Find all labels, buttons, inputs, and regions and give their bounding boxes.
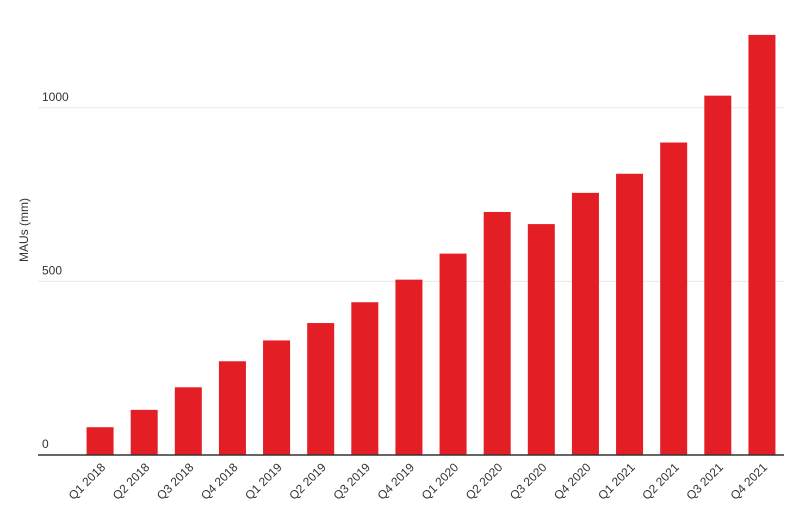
x-tick-label: Q1 2021 (595, 460, 638, 503)
x-tick-label: Q1 2019 (242, 460, 285, 503)
x-tick-label: Q2 2019 (286, 460, 329, 503)
x-tick-label: Q4 2019 (375, 460, 418, 503)
x-tick-label: Q2 2018 (110, 460, 153, 503)
x-tick-label: Q3 2019 (330, 460, 373, 503)
y-tick-label: 500 (42, 263, 62, 277)
bar (351, 302, 379, 455)
bar (704, 95, 732, 455)
bar (307, 323, 335, 455)
bar (439, 253, 467, 455)
x-tick-label: Q4 2021 (728, 460, 771, 503)
bar (660, 142, 688, 455)
y-axis-label: MAUs (mm) (17, 198, 31, 262)
bar (395, 279, 423, 455)
bar (483, 211, 511, 455)
bar (748, 34, 776, 455)
y-tick-label: 0 (42, 437, 49, 451)
x-tick-label: Q1 2018 (66, 460, 109, 503)
x-tick-label: Q2 2020 (463, 460, 506, 503)
bar (218, 361, 246, 455)
x-tick-label: Q3 2020 (507, 460, 550, 503)
x-tick-label: Q4 2018 (198, 460, 241, 503)
bar (527, 224, 555, 455)
bar (86, 427, 114, 455)
y-tick-label: 1000 (42, 90, 69, 104)
x-tick-label: Q3 2018 (154, 460, 197, 503)
x-tick-label: Q3 2021 (683, 460, 726, 503)
bar (616, 173, 644, 455)
bar (130, 409, 158, 455)
bar (571, 192, 599, 455)
x-tick-label: Q4 2020 (551, 460, 594, 503)
x-tick-label: Q2 2021 (639, 460, 682, 503)
bar (263, 340, 291, 455)
bar (174, 387, 202, 455)
x-tick-label: Q1 2020 (419, 460, 462, 503)
